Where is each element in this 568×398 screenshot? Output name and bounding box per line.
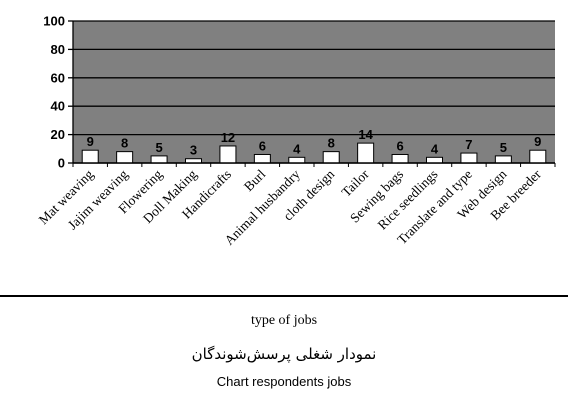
y-tick-label: 0 (58, 156, 65, 171)
bar (529, 149, 547, 164)
bar (253, 153, 271, 164)
y-tick-label: 60 (51, 70, 65, 85)
bar (426, 156, 443, 164)
bar (357, 142, 375, 164)
data-label: 4 (293, 141, 301, 156)
data-label: 8 (121, 136, 128, 151)
data-label: 5 (155, 140, 162, 155)
x-axis-title: type of jobs (250, 313, 318, 328)
data-label: 9 (534, 134, 541, 149)
bar (460, 152, 478, 164)
data-label: 9 (87, 134, 94, 149)
data-labels: 9 8 5 3 12 6 4 8 14 6 4 7 5 9 (87, 127, 542, 158)
bar (494, 155, 512, 164)
y-tick-label: 40 (51, 99, 65, 114)
bars (81, 142, 547, 164)
bar (150, 155, 168, 164)
bar (116, 151, 134, 164)
data-label: 8 (328, 136, 335, 151)
data-label: 12 (221, 130, 235, 145)
bar (288, 156, 306, 164)
caption-english: Chart respondents jobs (216, 374, 352, 389)
caption-persian: نمودار شغلی پرسش‌شوندگان (191, 345, 377, 363)
data-label: 6 (259, 138, 266, 153)
data-label: 6 (396, 138, 403, 153)
y-axis: 0 20 40 60 80 100 (43, 14, 74, 171)
bar (81, 149, 99, 164)
y-tick-label: 100 (43, 14, 65, 29)
x-tick-label: Burl (241, 166, 269, 194)
data-label: 14 (358, 127, 373, 142)
bar (322, 151, 340, 164)
data-label: 5 (500, 140, 507, 155)
separator-line (0, 295, 568, 297)
bar-chart: 0 20 40 60 80 100 9 8 5 3 12 6 4 8 14 6 4 7 5 9 Mat weavin… (36, 14, 556, 248)
data-label: 4 (431, 141, 439, 156)
bar (219, 145, 237, 164)
data-label: 7 (465, 137, 472, 152)
y-tick-label: 80 (51, 42, 65, 57)
bar (391, 153, 409, 164)
data-label: 3 (190, 143, 197, 158)
plot-area (73, 21, 555, 163)
y-tick-label: 20 (51, 127, 65, 142)
